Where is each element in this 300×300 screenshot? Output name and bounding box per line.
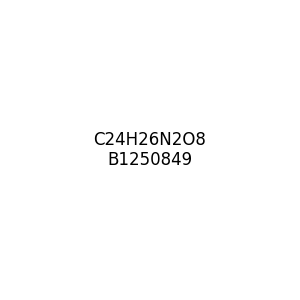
Text: C24H26N2O8
B1250849: C24H26N2O8 B1250849	[94, 130, 206, 170]
